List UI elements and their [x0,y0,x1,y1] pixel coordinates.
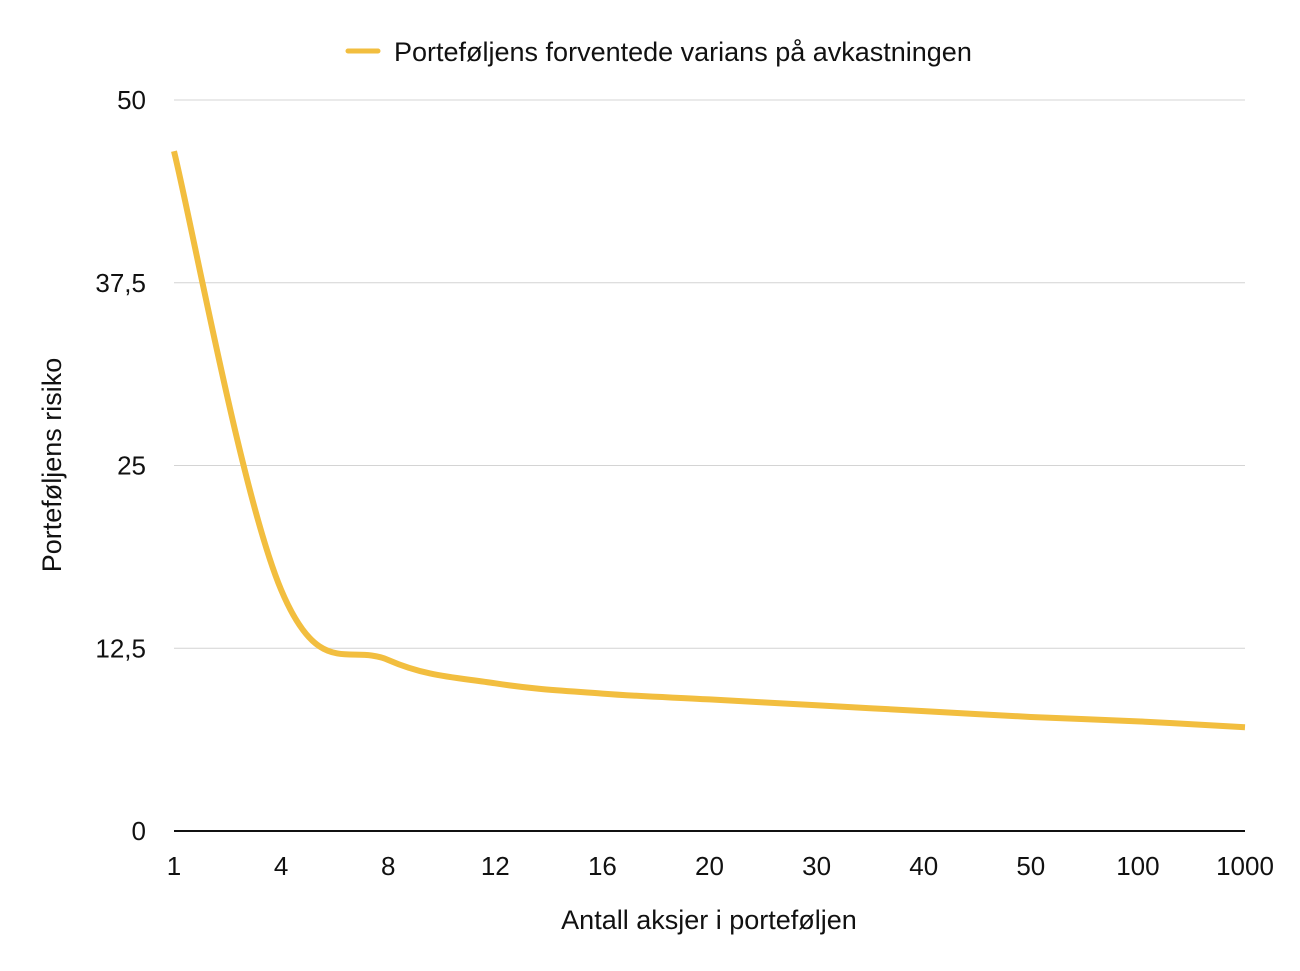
y-tick-label: 25 [117,451,146,481]
gridlines [174,99,1245,832]
y-axis-label: Porteføljens risiko [37,358,67,573]
legend: Porteføljens forventede varians på avkas… [345,37,972,67]
x-tick-labels: 1 4 8 12 16 20 30 40 50 100 1000 [167,851,1274,881]
y-tick-label: 37,5 [95,268,146,298]
x-tick-label: 100 [1116,851,1159,881]
y-tick-label: 50 [117,85,146,115]
x-tick-label: 30 [802,851,831,881]
x-tick-label: 1 [167,851,181,881]
series-lines [171,150,1246,731]
x-tick-label: 4 [274,851,288,881]
legend-label: Porteføljens forventede varians på avkas… [394,37,972,67]
x-tick-label: 50 [1016,851,1045,881]
x-axis-label: Antall aksjer i porteføljen [561,905,857,935]
x-tick-label: 8 [381,851,395,881]
y-tick-label: 0 [132,816,146,846]
x-tick-label: 1000 [1216,851,1274,881]
y-tick-label: 12,5 [95,633,146,663]
x-tick-label: 40 [909,851,938,881]
x-tick-label: 12 [481,851,510,881]
y-tick-labels: 0 12,5 25 37,5 50 [95,85,146,846]
x-tick-label: 16 [588,851,617,881]
x-tick-label: 20 [695,851,724,881]
series-line [171,150,1246,731]
